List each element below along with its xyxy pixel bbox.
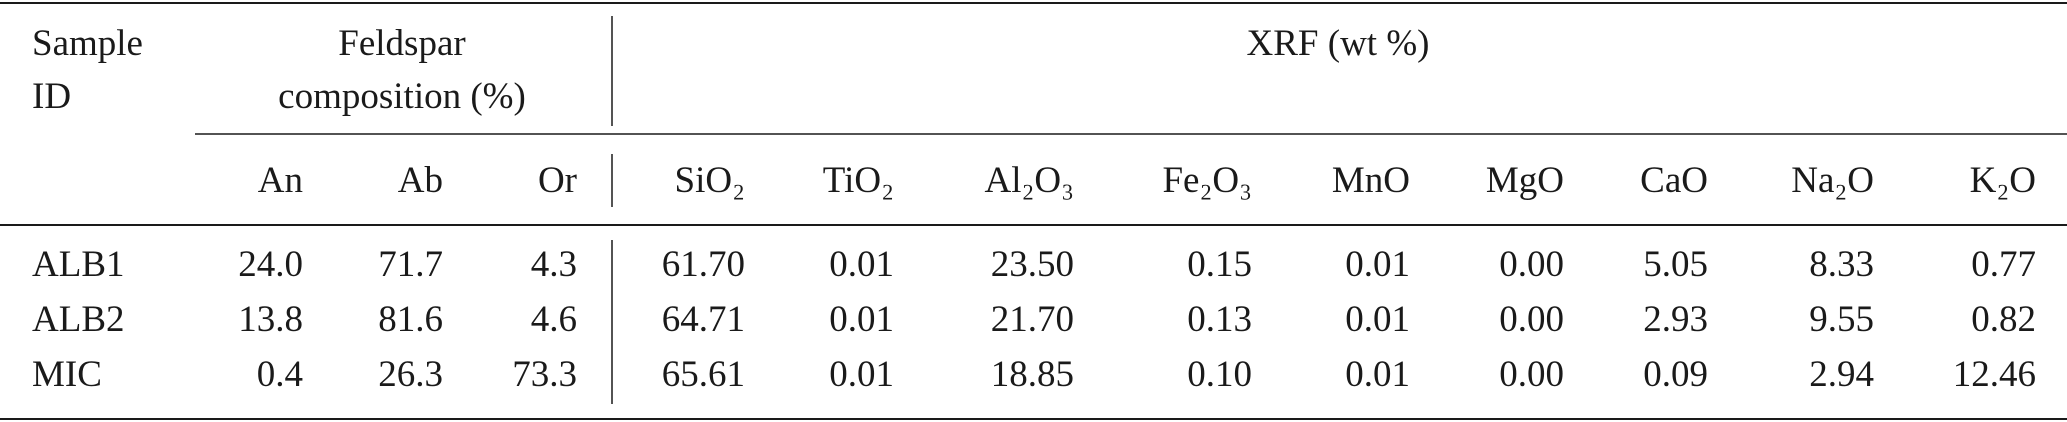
cell: 12.46 — [1953, 354, 2036, 395]
cell: 0.77 — [1971, 244, 2036, 285]
column-header: MnO — [1332, 160, 1410, 201]
cell: 0.00 — [1499, 244, 1564, 285]
cell: 0.01 — [1345, 354, 1410, 395]
cell: 0.09 — [1643, 354, 1708, 395]
cell: 13.8 — [238, 299, 303, 340]
column-header: Fe₂O₃ — [1162, 160, 1252, 201]
cell: 0.4 — [257, 354, 303, 395]
header-cell: Sample — [32, 23, 143, 64]
cell: 4.3 — [531, 244, 577, 285]
cell: 71.7 — [378, 244, 443, 285]
cell: 0.01 — [1345, 244, 1410, 285]
cell: 81.6 — [378, 299, 443, 340]
cell: 0.15 — [1187, 244, 1252, 285]
cell: 21.70 — [991, 299, 1074, 340]
cell: 18.85 — [991, 354, 1074, 395]
row-label: MIC — [32, 354, 102, 395]
group-header: Feldspar — [338, 23, 465, 64]
cell: 65.61 — [662, 354, 745, 395]
column-header: TiO₂ — [823, 160, 894, 201]
cell: 0.10 — [1187, 354, 1252, 395]
column-header: K₂O — [1970, 160, 2036, 201]
row-label: ALB1 — [32, 244, 125, 285]
column-header: Ab — [398, 160, 443, 201]
cell: 5.05 — [1643, 244, 1708, 285]
cell: 4.6 — [531, 299, 577, 340]
cell: 2.93 — [1643, 299, 1708, 340]
column-header: Al₂O₃ — [984, 160, 1074, 201]
column-header: An — [258, 160, 303, 201]
cell: 0.01 — [829, 354, 894, 395]
cell: 9.55 — [1809, 299, 1874, 340]
column-header: Na₂O — [1791, 160, 1874, 201]
column-header: MgO — [1486, 160, 1564, 201]
cell: 0.00 — [1499, 354, 1564, 395]
group-header: XRF (wt %) — [1247, 23, 1430, 64]
cell: 23.50 — [991, 244, 1074, 285]
row-label: ALB2 — [32, 299, 125, 340]
cell: 0.01 — [1345, 299, 1410, 340]
column-header: CaO — [1640, 160, 1708, 201]
cell: 26.3 — [378, 354, 443, 395]
cell: 24.0 — [238, 244, 303, 285]
cell: 0.82 — [1971, 299, 2036, 340]
cell: 0.00 — [1499, 299, 1564, 340]
cell: 8.33 — [1809, 244, 1874, 285]
column-header: SiO₂ — [675, 160, 745, 201]
cell: 64.71 — [662, 299, 745, 340]
cell: 0.13 — [1187, 299, 1252, 340]
cell: 73.3 — [512, 354, 577, 395]
group-header: composition (%) — [278, 76, 526, 117]
header-cell: ID — [32, 76, 71, 117]
column-header: Or — [538, 160, 577, 201]
cell: 0.01 — [829, 299, 894, 340]
cell: 0.01 — [829, 244, 894, 285]
cell: 2.94 — [1809, 354, 1874, 395]
cell: 61.70 — [662, 244, 745, 285]
